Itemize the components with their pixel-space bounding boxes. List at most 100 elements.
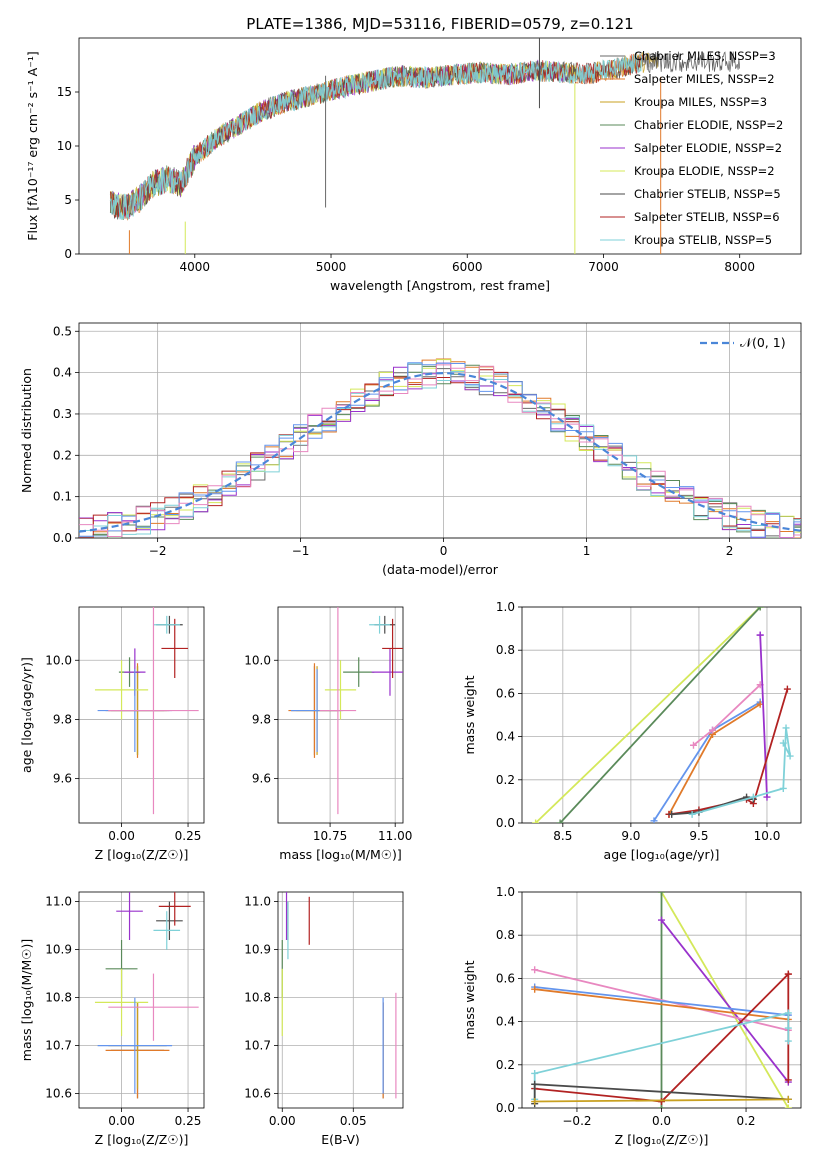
weight-marker-kroupa_stelib <box>779 784 787 792</box>
weight-line-kroupa_miles <box>534 1098 789 1103</box>
age_vs_Z-axes: 0.00 0.25 9.6 9.8 10.0 Z [log₁₀(Z/Z☉)] age [lo… <box>19 606 205 862</box>
x-tick-label: 0.00 <box>108 829 135 843</box>
x-axis-label: Z [log₁₀(Z/Z☉)] <box>95 847 189 862</box>
plot-frame <box>78 322 802 539</box>
weight-marker-kroupa_miles <box>531 1098 539 1106</box>
x-tick-label: 0.25 <box>175 829 202 843</box>
y-tick-label: 11.0 <box>45 895 72 909</box>
x-tick-label: 9.0 <box>621 829 640 843</box>
y-tick-label: 10.7 <box>45 1039 72 1053</box>
legend-label: Chabrier ELODIE, NSSP=2 <box>634 118 783 132</box>
x-tick-label: 0.00 <box>269 1114 296 1128</box>
x-axis-label: wavelength [Angstrom, rest frame] <box>330 278 550 293</box>
y-tick-label: 15 <box>57 85 72 99</box>
y-tick-label: 10.7 <box>244 1039 271 1053</box>
weight-line-pink <box>534 968 789 1032</box>
y-tick-label: 10.0 <box>45 653 72 667</box>
weight-marker-salpeter_stelib <box>783 685 791 693</box>
y-tick-label: 0.3 <box>53 407 72 421</box>
histogram-salpeter_miles <box>79 358 801 538</box>
x-axis-label: age [log₁₀(age/yr)] <box>604 847 720 862</box>
legend-label: 𝒩(0, 1) <box>740 335 786 350</box>
weight-line-blue <box>534 986 789 1016</box>
x-tick-label: 5000 <box>316 260 347 274</box>
y-tick-label: 10.8 <box>45 991 72 1005</box>
y-tick-label: 0.4 <box>496 730 515 744</box>
plot-frame <box>277 891 404 1109</box>
spectrum-axes: 4000 5000 6000 7000 8000 0 5 10 15 wavelength [An… <box>25 37 802 293</box>
histogram-pink <box>79 364 801 538</box>
weight-marker-kroupa_stelib <box>688 810 696 818</box>
weight-line-salpeter_miles <box>534 988 789 1021</box>
x-axis-label: mass [log₁₀(M/M☉)] <box>279 847 401 862</box>
legend-label: Kroupa ELODIE, NSSP=2 <box>634 164 775 178</box>
y-tick-label: 10.8 <box>244 991 271 1005</box>
weight-marker-salpeter_elodie <box>756 631 764 639</box>
x-axis-label: E(B-V) <box>321 1132 360 1147</box>
x-tick-label: 10.75 <box>313 829 347 843</box>
y-tick-label: 0.2 <box>496 1058 515 1072</box>
weight-marker-kroupa_stelib <box>782 724 790 732</box>
figure-title: PLATE=1386, MJD=53116, FIBERID=0579, z=0… <box>246 15 633 33</box>
weight-marker-chabrier_stelib <box>668 810 676 818</box>
legend-label: Salpeter ELODIE, NSSP=2 <box>634 141 782 155</box>
weight-marker-chabrier_elodie <box>556 819 564 823</box>
x-tick-label: 8.5 <box>553 829 572 843</box>
plot-frame <box>521 606 802 824</box>
y-tick-label: 11.0 <box>244 895 271 909</box>
weight-marker-salpeter_miles <box>531 985 539 993</box>
y-tick-label: 10.6 <box>45 1087 72 1101</box>
x-tick-label: −0.2 <box>562 1114 591 1128</box>
weight-marker-salpeter_elodie <box>658 916 665 924</box>
weight-marker-kroupa_stelib <box>784 1009 792 1017</box>
y-axis-label: mass [log₁₀(M/M☉)] <box>19 939 34 1061</box>
plot-frame <box>78 606 205 824</box>
weight-marker-blue <box>650 817 658 823</box>
x-tick-label: 0.25 <box>175 1114 202 1128</box>
weight_vs_age-axes: 8.5 9.0 9.5 10.0 0.0 0.2 0.4 0.6 0.8 1.0 age [log₁… <box>462 600 802 862</box>
histogram-chabrier_miles <box>79 363 801 538</box>
x-tick-label: 1 <box>583 544 591 558</box>
spectrum-line-kroupa_stelib <box>109 51 643 220</box>
weight-marker-salpeter_elodie <box>763 793 771 801</box>
weight-marker-kroupa_stelib <box>784 1037 792 1045</box>
legend-label: Salpeter STELIB, NSSP=6 <box>634 210 780 224</box>
y-tick-label: 0.8 <box>496 643 515 657</box>
y-tick-label: 10.6 <box>244 1087 271 1101</box>
y-tick-label: 10 <box>57 139 72 153</box>
weight-marker-kroupa_stelib <box>749 793 757 801</box>
weight-marker-kroupa_stelib <box>531 1069 539 1077</box>
y-tick-label: 0.6 <box>496 971 515 985</box>
gaussian-curve <box>78 371 802 533</box>
y-tick-label: 0.2 <box>53 448 72 462</box>
y-tick-label: 9.8 <box>252 712 271 726</box>
legend-label: Chabrier STELIB, NSSP=5 <box>634 187 781 201</box>
x-tick-label: 9.5 <box>689 829 708 843</box>
age_vs_mass-axes: 10.75 11.00 9.6 9.8 10.0 mass [log₁₀(M/M☉)] <box>244 606 412 862</box>
x-tick-label: 10.0 <box>754 829 781 843</box>
legend-label: Kroupa STELIB, NSSP=5 <box>634 233 772 247</box>
weight-marker-salpeter_stelib <box>784 970 792 978</box>
y-tick-label: 0.5 <box>53 324 72 338</box>
x-tick-label: 4000 <box>180 260 211 274</box>
plot-frame <box>277 606 404 824</box>
weight-marker-pink <box>689 741 697 749</box>
x-tick-label: −2 <box>149 544 167 558</box>
y-tick-label: 0.0 <box>496 816 515 830</box>
weight-line-kroupa_elodie <box>534 607 761 823</box>
weight-marker-chabrier_stelib <box>531 1080 539 1088</box>
weight-line-kroupa_stelib <box>691 727 791 816</box>
weight-marker-chabrier_elodie <box>658 1104 665 1108</box>
x-tick-label: 0.00 <box>108 1114 135 1128</box>
x-tick-label: −1 <box>292 544 310 558</box>
x-tick-label: 0.05 <box>340 1114 367 1128</box>
histogram-blue <box>79 362 801 538</box>
y-tick-label: 9.8 <box>53 712 72 726</box>
weight-marker-kroupa_elodie <box>532 819 540 823</box>
weight-marker-salpeter_stelib <box>784 1076 792 1084</box>
weight-marker-kroupa_elodie <box>784 1104 792 1108</box>
weight-marker-salpeter_stelib <box>658 1098 665 1106</box>
y-tick-label: 5 <box>64 193 72 207</box>
y-tick-label: 1.0 <box>496 885 515 899</box>
